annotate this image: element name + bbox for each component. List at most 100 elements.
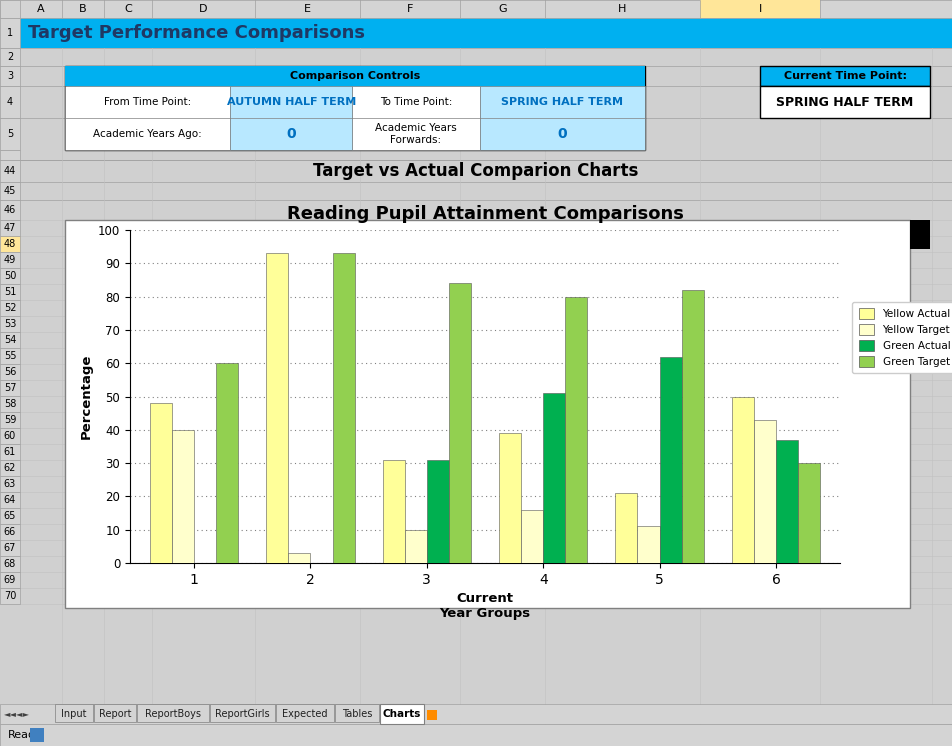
Text: To Time Point:: To Time Point: [380, 97, 452, 107]
Bar [760, 66, 930, 86]
Text: 67: 67 [4, 543, 16, 553]
Bar [0, 524, 20, 540]
Bar [0, 444, 20, 460]
Bar [615, 493, 638, 563]
Bar [55, 704, 93, 722]
Text: 4: 4 [7, 97, 13, 107]
Bar [149, 403, 172, 563]
Text: 55: 55 [4, 351, 16, 361]
Text: Target Performance Comparisons: Target Performance Comparisons [28, 24, 365, 42]
Bar [0, 348, 20, 364]
Bar [0, 0, 20, 18]
Text: Forwards:: Forwards: [390, 135, 442, 145]
Text: Academic Years: Academic Years [375, 123, 457, 133]
Text: G: G [498, 4, 506, 14]
Bar [0, 460, 20, 476]
Text: 3: 3 [7, 71, 13, 81]
Bar [660, 357, 682, 563]
Bar [0, 492, 20, 508]
Text: 68: 68 [4, 559, 16, 569]
Bar [335, 704, 379, 722]
Text: 63: 63 [4, 479, 16, 489]
Bar [267, 254, 288, 563]
Y-axis label: Percentage: Percentage [79, 354, 92, 439]
Text: D: D [199, 4, 208, 14]
Text: Expected: Expected [282, 709, 327, 719]
Bar [30, 728, 44, 742]
Bar [172, 430, 194, 563]
Bar [20, 0, 952, 604]
Bar [0, 588, 20, 604]
Bar [0, 724, 952, 746]
Text: 66: 66 [4, 527, 16, 537]
Text: 46: 46 [4, 205, 16, 215]
Bar [137, 704, 209, 722]
Text: Charts: Charts [383, 709, 421, 719]
Bar [565, 297, 587, 563]
Bar [544, 393, 565, 563]
Bar [480, 86, 645, 150]
Bar [383, 460, 405, 563]
Bar [0, 86, 20, 118]
Text: 57: 57 [4, 383, 16, 393]
Text: A: A [37, 4, 45, 14]
Bar [521, 510, 544, 563]
Text: 53: 53 [4, 319, 16, 329]
Bar [0, 428, 20, 444]
Bar [216, 363, 238, 563]
Bar [65, 86, 230, 150]
Bar [210, 704, 275, 722]
Bar [426, 460, 449, 563]
Bar [0, 316, 20, 332]
Text: B: B [79, 4, 87, 14]
Text: 2: 2 [7, 52, 13, 62]
Bar [0, 380, 20, 396]
Bar [0, 182, 20, 200]
Bar [332, 254, 355, 563]
Bar [288, 553, 310, 563]
Bar [0, 396, 20, 412]
Bar [0, 572, 20, 588]
Bar [0, 252, 20, 268]
Text: 45: 45 [4, 186, 16, 196]
Text: C: C [124, 4, 132, 14]
Text: 0: 0 [287, 127, 296, 141]
Bar [20, 18, 952, 48]
Legend: Yellow Actual, Yellow Target, Green Actual, Green Target: Yellow Actual, Yellow Target, Green Actu… [852, 302, 952, 373]
Text: Tables: Tables [342, 709, 372, 719]
Bar [0, 704, 952, 724]
Bar [0, 284, 20, 300]
Text: From Time Point:: From Time Point: [104, 97, 191, 107]
Text: 44: 44 [4, 166, 16, 176]
Text: 56: 56 [4, 367, 16, 377]
Text: SPRING HALF TERM: SPRING HALF TERM [502, 97, 624, 107]
Text: 52: 52 [4, 303, 16, 313]
Bar [276, 704, 334, 722]
Text: ◄◄◄►: ◄◄◄► [4, 709, 30, 718]
Bar [0, 48, 20, 66]
Text: 54: 54 [4, 335, 16, 345]
Text: 58: 58 [4, 399, 16, 409]
Text: I: I [759, 4, 762, 14]
Text: F: F [407, 4, 413, 14]
Text: 61: 61 [4, 447, 16, 457]
Bar [65, 220, 910, 608]
Text: Report: Report [99, 709, 131, 719]
Text: 50: 50 [4, 271, 16, 281]
Bar [0, 412, 20, 428]
Bar [0, 220, 20, 236]
Text: Current Time Point:: Current Time Point: [783, 71, 906, 81]
Text: 60: 60 [4, 431, 16, 441]
Bar [798, 463, 821, 563]
Bar [0, 268, 20, 284]
Text: E: E [304, 4, 311, 14]
Text: ReportGirls: ReportGirls [215, 709, 269, 719]
Text: Comparison Controls: Comparison Controls [289, 71, 420, 81]
Bar [910, 220, 930, 249]
Bar [776, 440, 798, 563]
Bar [405, 530, 426, 563]
Text: Target vs Actual Comparion Charts: Target vs Actual Comparion Charts [313, 162, 639, 180]
Bar [65, 66, 645, 150]
Bar [427, 710, 437, 720]
Text: 65: 65 [4, 511, 16, 521]
